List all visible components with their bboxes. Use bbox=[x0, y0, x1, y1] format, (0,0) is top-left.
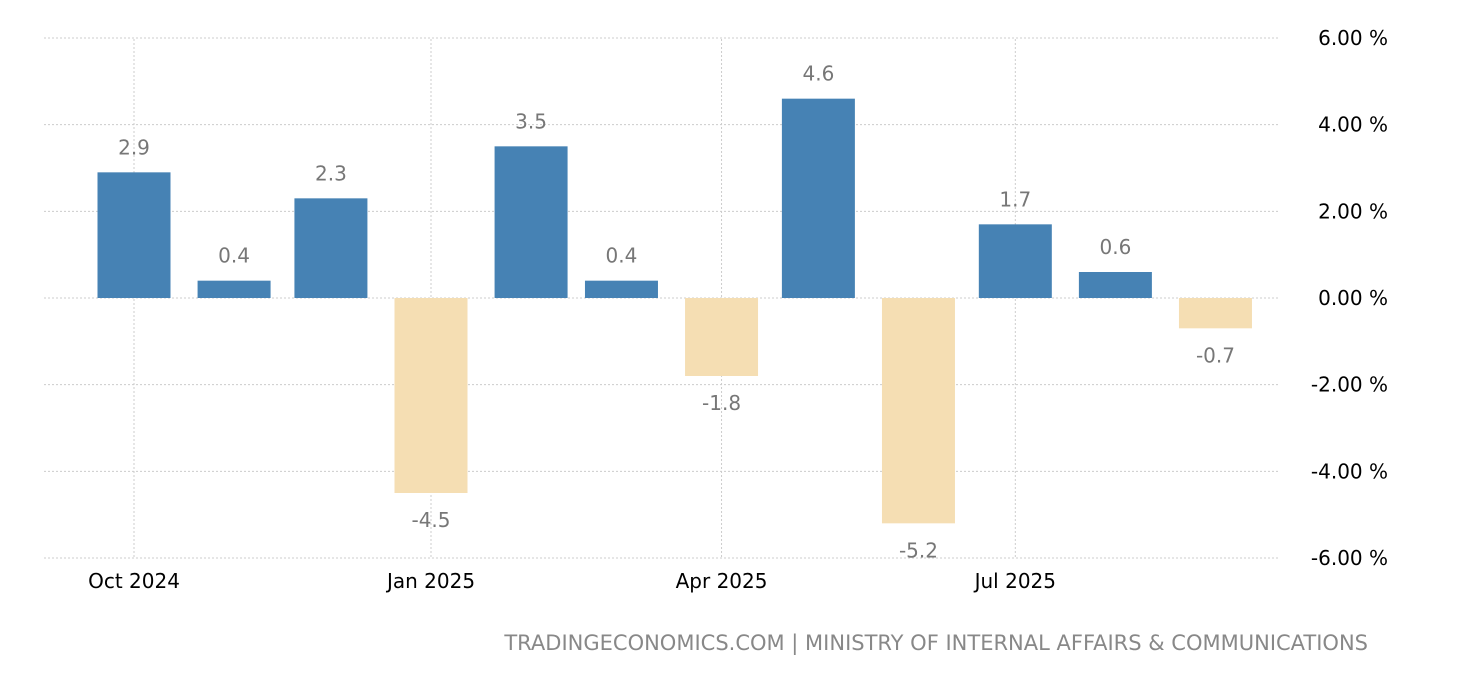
y-tick-label: 0.00 % bbox=[1318, 286, 1388, 310]
data-label: 0.4 bbox=[218, 244, 250, 268]
data-label: 0.6 bbox=[1099, 235, 1131, 259]
data-labels: 2.9 0.4 2.3 -4.5 3.5 0.4 -1.8 4.6 -5.2 1.7 0.6 -0.7 bbox=[118, 62, 1235, 563]
x-tick-label: Oct 2024 bbox=[88, 569, 180, 593]
data-label: 0.4 bbox=[606, 244, 638, 268]
bar bbox=[394, 298, 468, 493]
data-label: 2.3 bbox=[315, 161, 347, 185]
y-tick-label: -6.00 % bbox=[1311, 546, 1388, 570]
data-label: -0.7 bbox=[1196, 343, 1235, 367]
x-tick-label: Jan 2025 bbox=[385, 569, 475, 593]
grid bbox=[44, 37, 1280, 559]
bar bbox=[494, 146, 568, 298]
y-tick-label: -4.00 % bbox=[1311, 459, 1388, 483]
source-credit: TRADINGECONOMICS.COM | MINISTRY OF INTER… bbox=[503, 631, 1368, 656]
data-label: 3.5 bbox=[515, 109, 547, 133]
bar bbox=[584, 280, 658, 298]
y-tick-label: 2.00 % bbox=[1318, 199, 1388, 223]
x-tick-label: Jul 2025 bbox=[973, 569, 1056, 593]
y-tick-label: 6.00 % bbox=[1318, 26, 1388, 50]
bar bbox=[294, 198, 368, 298]
y-tick-label: -2.00 % bbox=[1311, 373, 1388, 397]
x-tick-label: Apr 2025 bbox=[676, 569, 768, 593]
data-label: 2.9 bbox=[118, 135, 150, 159]
y-axis: 6.00 % 4.00 % 2.00 % 0.00 % -2.00 % -4.00 % -6… bbox=[1311, 26, 1388, 570]
bar bbox=[881, 298, 955, 524]
bar bbox=[1178, 298, 1252, 329]
bar bbox=[978, 224, 1052, 298]
data-label: -4.5 bbox=[411, 508, 450, 532]
bars bbox=[97, 98, 1252, 524]
bar bbox=[197, 280, 271, 298]
bar bbox=[685, 298, 759, 376]
data-label: -5.2 bbox=[899, 538, 938, 562]
bar bbox=[97, 172, 171, 298]
x-axis: Oct 2024 Jan 2025 Apr 2025 Jul 2025 bbox=[88, 569, 1056, 593]
bar bbox=[781, 98, 855, 299]
bar bbox=[1078, 272, 1152, 298]
y-tick-label: 4.00 % bbox=[1318, 113, 1388, 137]
data-label: 4.6 bbox=[802, 62, 834, 86]
data-label: 1.7 bbox=[999, 187, 1031, 211]
data-label: -1.8 bbox=[702, 391, 741, 415]
